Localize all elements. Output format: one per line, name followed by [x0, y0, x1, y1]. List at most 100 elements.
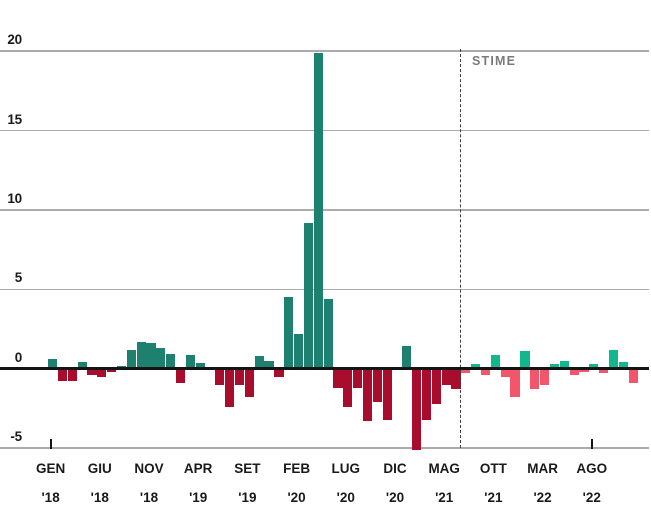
x-tick-label: LUG '20 — [332, 461, 361, 505]
x-tick-label: DIC '20 — [383, 461, 406, 505]
bar — [156, 348, 166, 369]
bar — [520, 351, 530, 369]
x-tick-month: SET — [234, 461, 261, 476]
bar — [579, 368, 589, 372]
bar — [303, 222, 314, 369]
bar — [402, 346, 412, 369]
x-tick-month: FEB — [283, 461, 311, 476]
bar — [451, 368, 461, 390]
x-tick-month: GIU — [87, 461, 112, 476]
x-tick-year: '18 — [139, 490, 159, 505]
x-tick-label: GEN '18 — [36, 461, 65, 505]
x-tick-label: MAG '21 — [428, 461, 460, 505]
x-tick-year: '22 — [582, 490, 601, 505]
bar — [333, 368, 343, 388]
bar — [569, 368, 579, 376]
bar — [264, 360, 274, 369]
bar — [549, 363, 560, 369]
bar — [382, 368, 392, 420]
bar — [421, 368, 432, 420]
bar — [195, 363, 205, 369]
x-tick-month: AGO — [576, 461, 608, 476]
axis-tick-mark — [49, 438, 52, 449]
bar — [116, 365, 127, 369]
bar — [313, 52, 323, 369]
bar — [126, 349, 136, 369]
x-tick-label: NOV '18 — [134, 461, 163, 505]
bar — [97, 368, 107, 378]
bar — [185, 355, 195, 369]
bar — [323, 298, 333, 369]
bar — [461, 368, 471, 374]
y-tick-label: -5 — [10, 429, 22, 445]
bar — [107, 368, 117, 372]
x-tick-month: OTT — [479, 461, 507, 476]
bar — [490, 355, 500, 369]
gridline — [0, 129, 649, 132]
y-tick-label: 15 — [7, 111, 22, 127]
gridline — [0, 288, 649, 291]
bar — [628, 368, 638, 383]
x-tick-label: OTT '21 — [480, 461, 507, 505]
bar — [343, 368, 353, 407]
bar — [540, 368, 550, 385]
x-tick-year: '18 — [90, 490, 109, 505]
bar — [284, 297, 294, 369]
y-tick-label: 20 — [7, 32, 22, 48]
bar — [48, 359, 58, 369]
bar — [618, 362, 628, 369]
gridline — [0, 50, 649, 52]
x-tick-year: '20 — [336, 490, 355, 505]
bar — [274, 368, 284, 377]
zero-gridline — [0, 367, 649, 371]
x-tick-label: MAR '22 — [527, 461, 558, 505]
bar — [294, 333, 304, 369]
bar — [559, 360, 569, 369]
x-tick-year: '22 — [533, 490, 552, 505]
bar — [87, 368, 97, 376]
bar — [136, 341, 146, 369]
x-tick-year: '18 — [41, 490, 60, 505]
bar — [362, 368, 373, 422]
x-tick-label: AGO '22 — [576, 461, 607, 505]
x-tick-year: '21 — [435, 490, 454, 505]
y-tick-label: 10 — [7, 190, 22, 206]
bar — [500, 368, 510, 377]
bar — [471, 363, 481, 369]
x-tick-month: GEN — [35, 461, 66, 476]
x-tick-label: GIU '18 — [88, 461, 112, 505]
axis-tick-mark — [590, 438, 593, 449]
x-tick-label: SET '19 — [234, 461, 260, 505]
bar — [480, 368, 491, 376]
x-tick-year: '21 — [484, 490, 503, 505]
stime-divider-line — [460, 49, 462, 448]
bar — [589, 363, 599, 369]
gridline — [0, 209, 649, 211]
bar — [254, 355, 264, 369]
bar — [431, 368, 441, 404]
bar — [608, 349, 619, 369]
x-tick-month: APR — [183, 461, 213, 476]
bar — [166, 354, 176, 369]
x-tick-year: '20 — [385, 490, 405, 505]
x-tick-month: NOV — [134, 461, 164, 476]
bar — [215, 368, 225, 385]
bar — [353, 368, 363, 388]
y-tick-label: 0 — [14, 349, 23, 365]
bar — [441, 368, 451, 385]
x-tick-year: '19 — [189, 490, 208, 505]
stime-label: STIME — [472, 54, 517, 68]
bar — [372, 368, 382, 403]
x-tick-label: APR '19 — [184, 461, 213, 505]
x-tick-month: LUG — [331, 461, 361, 476]
bar — [510, 368, 520, 398]
x-tick-month: MAR — [527, 461, 558, 476]
x-tick-label: FEB '20 — [283, 461, 310, 505]
bar — [234, 368, 245, 385]
bar — [412, 368, 422, 450]
bar — [599, 368, 609, 374]
gridline — [0, 447, 649, 449]
bar — [77, 362, 87, 369]
bar — [530, 368, 540, 390]
